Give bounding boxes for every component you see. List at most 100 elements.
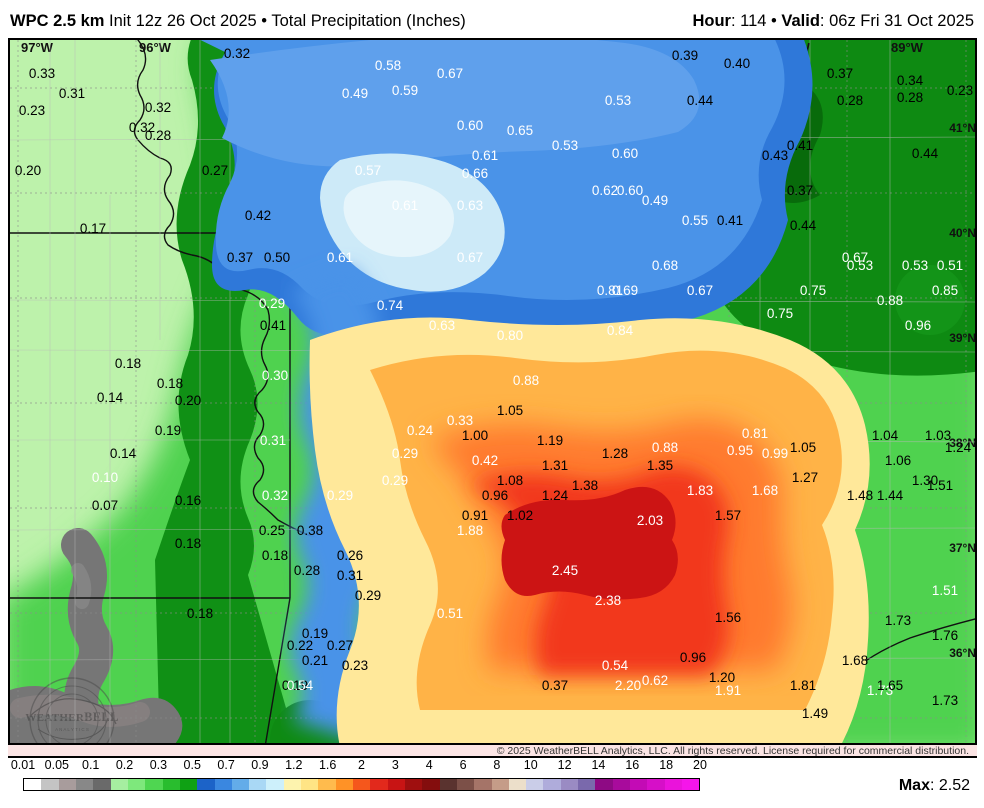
svg-text:0.44: 0.44	[790, 218, 817, 233]
svg-text:0.68: 0.68	[652, 258, 678, 273]
svg-text:1.31: 1.31	[542, 458, 568, 473]
svg-text:1.06: 1.06	[885, 453, 911, 468]
svg-text:0.37: 0.37	[827, 66, 853, 81]
svg-text:1.24: 1.24	[542, 488, 569, 503]
svg-text:0.61: 0.61	[392, 198, 418, 213]
svg-text:0.60: 0.60	[617, 183, 643, 198]
svg-text:0.42: 0.42	[245, 208, 271, 223]
svg-text:1.91: 1.91	[715, 683, 741, 698]
svg-text:0.53: 0.53	[605, 93, 631, 108]
svg-text:0.54: 0.54	[287, 678, 314, 693]
svg-text:0.50: 0.50	[264, 250, 290, 265]
svg-text:0.96: 0.96	[482, 488, 508, 503]
svg-text:1.73: 1.73	[885, 613, 911, 628]
svg-text:1.83: 1.83	[687, 483, 713, 498]
svg-text:0.65: 0.65	[507, 123, 533, 138]
svg-text:0.44: 0.44	[687, 93, 714, 108]
svg-text:0.29: 0.29	[355, 588, 381, 603]
svg-text:0.18: 0.18	[175, 536, 201, 551]
svg-text:0.39: 0.39	[672, 48, 698, 63]
svg-text:0.18: 0.18	[157, 376, 183, 391]
svg-text:0.31: 0.31	[337, 568, 363, 583]
svg-text:0.55: 0.55	[682, 213, 708, 228]
svg-text:0.37: 0.37	[227, 250, 253, 265]
svg-text:0.40: 0.40	[724, 56, 750, 71]
svg-text:0.62: 0.62	[642, 673, 668, 688]
svg-text:0.29: 0.29	[327, 488, 353, 503]
svg-text:0.63: 0.63	[429, 318, 455, 333]
svg-text:0.07: 0.07	[92, 498, 118, 513]
svg-text:0.27: 0.27	[202, 163, 228, 178]
svg-text:0.14: 0.14	[110, 446, 137, 461]
svg-text:1.05: 1.05	[790, 440, 816, 455]
svg-text:0.62: 0.62	[592, 183, 618, 198]
svg-text:0.81: 0.81	[597, 283, 623, 298]
svg-text:0.53: 0.53	[552, 138, 578, 153]
svg-text:1.00: 1.00	[462, 428, 488, 443]
svg-text:1.76: 1.76	[932, 628, 958, 643]
svg-text:0.88: 0.88	[513, 373, 539, 388]
svg-text:0.58: 0.58	[375, 58, 401, 73]
svg-text:40°N: 40°N	[949, 226, 976, 240]
svg-text:0.66: 0.66	[462, 166, 488, 181]
svg-text:0.30: 0.30	[262, 368, 288, 383]
svg-text:0.54: 0.54	[602, 658, 629, 673]
svg-text:1.38: 1.38	[572, 478, 598, 493]
svg-text:0.31: 0.31	[260, 433, 286, 448]
svg-text:WEATHERBELL: WEATHERBELL	[25, 710, 118, 724]
svg-text:1.49: 1.49	[802, 706, 828, 721]
svg-text:0.20: 0.20	[175, 393, 201, 408]
svg-text:0.67: 0.67	[437, 66, 463, 81]
svg-text:0.29: 0.29	[382, 473, 408, 488]
svg-text:0.38: 0.38	[297, 523, 323, 538]
svg-text:0.67: 0.67	[842, 250, 868, 265]
svg-text:1.02: 1.02	[507, 508, 533, 523]
svg-text:0.23: 0.23	[342, 658, 368, 673]
svg-text:1.27: 1.27	[792, 470, 818, 485]
svg-text:0.33: 0.33	[447, 413, 473, 428]
svg-text:0.28: 0.28	[897, 90, 923, 105]
svg-text:39°N: 39°N	[949, 331, 976, 345]
svg-text:96°W: 96°W	[139, 40, 172, 55]
svg-text:1.81: 1.81	[790, 678, 816, 693]
svg-text:0.74: 0.74	[377, 298, 404, 313]
svg-text:0.28: 0.28	[294, 563, 320, 578]
svg-text:0.34: 0.34	[897, 73, 924, 88]
svg-text:0.16: 0.16	[175, 493, 201, 508]
svg-text:0.85: 0.85	[932, 283, 958, 298]
svg-text:0.33: 0.33	[29, 66, 55, 81]
svg-text:0.29: 0.29	[259, 296, 285, 311]
svg-text:0.43: 0.43	[762, 148, 788, 163]
svg-text:1.08: 1.08	[497, 473, 523, 488]
svg-text:0.99: 0.99	[762, 446, 788, 461]
svg-text:0.75: 0.75	[767, 306, 793, 321]
svg-text:0.67: 0.67	[687, 283, 713, 298]
svg-text:0.57: 0.57	[355, 163, 381, 178]
svg-text:1.51: 1.51	[927, 478, 953, 493]
svg-text:0.61: 0.61	[327, 250, 353, 265]
svg-text:0.18: 0.18	[262, 548, 288, 563]
svg-text:1.65: 1.65	[877, 678, 903, 693]
svg-text:37°N: 37°N	[949, 541, 976, 555]
svg-text:0.28: 0.28	[145, 128, 171, 143]
svg-text:0.91: 0.91	[462, 508, 488, 523]
svg-text:2.03: 2.03	[637, 513, 663, 528]
svg-text:0.41: 0.41	[260, 318, 286, 333]
svg-text:0.60: 0.60	[457, 118, 483, 133]
svg-text:0.23: 0.23	[947, 83, 973, 98]
svg-text:0.17: 0.17	[80, 221, 106, 236]
svg-text:0.42: 0.42	[472, 453, 498, 468]
svg-text:0.84: 0.84	[607, 323, 634, 338]
svg-text:0.49: 0.49	[642, 193, 668, 208]
svg-text:1.35: 1.35	[647, 458, 673, 473]
svg-text:0.25: 0.25	[259, 523, 285, 538]
svg-text:0.10: 0.10	[92, 470, 118, 485]
svg-text:0.67: 0.67	[457, 250, 483, 265]
svg-text:0.63: 0.63	[457, 198, 483, 213]
svg-text:0.27: 0.27	[327, 638, 353, 653]
svg-text:1.48: 1.48	[847, 488, 873, 503]
svg-text:0.81: 0.81	[742, 426, 768, 441]
svg-text:0.29: 0.29	[392, 446, 418, 461]
svg-text:1.44: 1.44	[877, 488, 904, 503]
svg-text:1.56: 1.56	[715, 610, 741, 625]
